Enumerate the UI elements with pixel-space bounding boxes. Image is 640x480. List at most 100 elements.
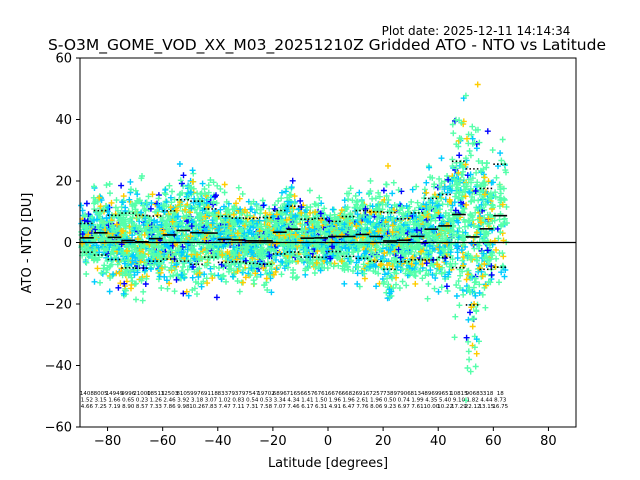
scatter-point xyxy=(121,280,128,287)
scatter-point xyxy=(127,178,134,185)
scatter-point xyxy=(197,222,203,229)
scatter-point xyxy=(134,235,141,242)
scatter-point xyxy=(124,248,130,254)
scatter-point xyxy=(182,206,189,213)
scatter-point xyxy=(140,288,147,295)
bin-sd-label: 7.25 xyxy=(95,404,108,410)
scatter-point xyxy=(158,285,165,291)
scatter-point xyxy=(235,217,242,224)
bin-count-label: 9068 xyxy=(466,391,480,397)
scatter-point xyxy=(249,255,256,261)
scatter-point xyxy=(92,198,99,205)
scatter-point xyxy=(178,180,185,187)
scatter-point xyxy=(205,182,212,189)
scatter-point xyxy=(87,222,94,229)
bin-sd-label: 7.86 xyxy=(163,404,176,410)
scatter-point xyxy=(193,260,200,267)
scatter-point xyxy=(121,260,128,267)
scatter-point xyxy=(166,226,173,233)
scatter-point xyxy=(158,222,165,229)
scatter-point xyxy=(174,235,181,242)
scatter-point xyxy=(210,251,216,258)
bin-count-label: 7165 xyxy=(287,391,301,397)
bin-sd-label: 9.23 xyxy=(384,404,397,410)
bin-count-label: 7906 xyxy=(397,391,411,397)
scatter-point xyxy=(234,255,241,262)
scatter-point xyxy=(180,290,187,297)
scatter-point xyxy=(217,212,224,219)
scatter-point xyxy=(245,229,252,236)
scatter-point xyxy=(184,252,191,259)
scatter-point xyxy=(94,265,101,272)
scatter-point xyxy=(83,271,90,277)
scatter-point xyxy=(175,213,181,220)
scatter-point xyxy=(194,291,200,298)
bin-count-label: 7389 xyxy=(383,391,397,397)
scatter-point xyxy=(234,230,241,237)
bin-mean-label: 0.65 xyxy=(122,398,135,404)
bin-count-label: 6916 xyxy=(355,391,369,397)
scatter-point xyxy=(91,255,98,262)
scatter-point xyxy=(183,288,190,295)
scatter-point xyxy=(266,205,273,212)
scatter-point xyxy=(195,273,202,280)
scatter-point xyxy=(173,276,180,283)
scatter-point xyxy=(229,224,236,231)
scatter-point xyxy=(163,255,170,262)
scatter-point xyxy=(248,247,255,254)
scatter-point xyxy=(155,195,162,202)
y-tick-label: 20 xyxy=(55,175,72,190)
bin-sd-label: 6.31 xyxy=(315,404,327,410)
scatter-point xyxy=(119,199,126,206)
bin-mean-label: 2.46 xyxy=(163,398,176,404)
bin-mean-label: 0.23 xyxy=(136,398,149,404)
scatter-point xyxy=(208,271,215,277)
scatter-point xyxy=(220,272,227,279)
scatter-point xyxy=(120,228,127,234)
scatter-point xyxy=(128,186,134,193)
x-tick-label: 20 xyxy=(375,434,392,449)
scatter-point xyxy=(191,268,198,275)
x-tick-label: 0 xyxy=(324,434,332,449)
scatter-point xyxy=(113,197,120,204)
x-tick-label: 60 xyxy=(485,434,502,449)
scatter-point xyxy=(110,271,117,278)
scatter-point xyxy=(219,252,226,258)
scatter-point xyxy=(177,177,184,184)
scatter-point xyxy=(240,279,246,286)
bin-sd-label: 8.90 xyxy=(122,404,135,410)
scatter-point xyxy=(111,255,118,262)
scatter-point xyxy=(137,244,144,251)
scatter-point xyxy=(245,234,252,241)
scatter-point xyxy=(138,209,145,216)
scatter-point xyxy=(201,236,208,242)
bin-count-label: 9379 xyxy=(231,391,245,397)
scatter-point xyxy=(212,193,218,200)
scatter-point xyxy=(189,178,196,185)
scatter-point xyxy=(218,240,225,247)
scatter-point xyxy=(168,222,175,228)
bin-count-label: 6761 xyxy=(314,391,328,397)
scatter-point xyxy=(167,264,174,271)
scatter-point xyxy=(250,224,257,231)
bin-count-label: 8134 xyxy=(411,391,425,397)
scatter-point xyxy=(154,229,161,236)
bin-count-label: 8969 xyxy=(424,391,438,397)
scatter-point xyxy=(188,205,195,212)
scatter-point xyxy=(223,278,229,285)
bin-count-label: 6682 xyxy=(342,391,356,397)
scatter-point xyxy=(93,232,100,239)
scatter-point xyxy=(235,184,242,191)
scatter-point xyxy=(107,251,114,258)
scatter-point xyxy=(237,227,244,233)
scatter-point xyxy=(147,205,154,212)
bin-mean-label: 0.50 xyxy=(384,398,397,404)
scatter-point xyxy=(234,278,241,284)
bin-sd-label: 7.31 xyxy=(246,404,258,410)
plot-date: Plot date: 2025-12-11 14:14:34 xyxy=(382,24,571,38)
scatter-point xyxy=(112,204,119,211)
scatter-point xyxy=(187,214,194,221)
bin-sd-label: 16.75 xyxy=(492,404,508,410)
bin-mean-label: 4.44 xyxy=(480,398,493,404)
scatter-point xyxy=(217,206,224,213)
